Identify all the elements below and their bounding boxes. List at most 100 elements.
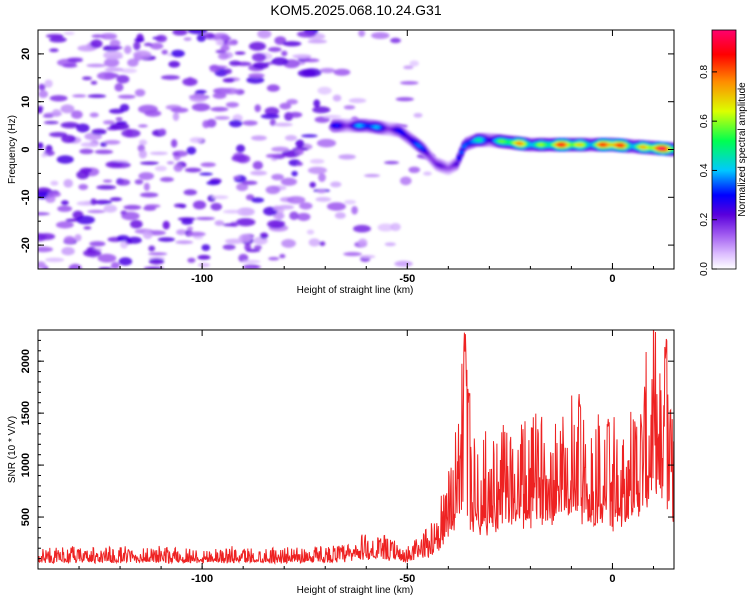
noise-blob	[264, 106, 280, 116]
noise-blob	[308, 238, 321, 247]
noise-blob	[222, 223, 238, 227]
noise-blob	[400, 176, 412, 186]
noise-blob	[196, 34, 206, 42]
noise-blob	[38, 246, 54, 253]
noise-blob	[125, 128, 133, 138]
noise-blob	[214, 116, 230, 120]
noise-blob	[215, 39, 224, 46]
noise-blob	[309, 181, 316, 188]
noise-blob	[277, 204, 295, 210]
noise-blob	[271, 146, 290, 152]
top-xtick-label: 0	[609, 273, 615, 285]
noise-blob	[281, 50, 288, 57]
noise-blob	[181, 219, 194, 225]
noise-blob	[119, 103, 130, 112]
bottom-xtick-label: -50	[399, 573, 415, 585]
noise-blob	[333, 68, 351, 76]
colorbar-label: Normalized spectral amplitude	[737, 82, 748, 217]
noise-blob	[395, 97, 414, 102]
noise-blob	[234, 51, 246, 55]
noise-blob	[121, 211, 140, 221]
noise-blob	[344, 199, 356, 205]
noise-blob	[78, 183, 89, 191]
noise-blob	[170, 49, 185, 58]
noise-blob	[86, 63, 106, 68]
noise-blob	[291, 170, 298, 177]
noise-blob	[377, 223, 394, 232]
noise-blob	[384, 161, 400, 165]
noise-blob	[80, 142, 99, 148]
top-xtick-label: -100	[191, 273, 213, 285]
noise-blob	[195, 89, 207, 94]
noise-blob	[224, 68, 232, 75]
noise-blob	[343, 251, 362, 257]
noise-blob	[250, 170, 268, 176]
noise-blob	[102, 120, 115, 125]
noise-blob	[110, 261, 120, 269]
noise-blob	[187, 257, 196, 263]
noise-blob	[154, 165, 167, 172]
ridge-segment	[419, 146, 426, 150]
noise-blob	[79, 167, 93, 174]
bottom-plot-frame	[37, 329, 675, 570]
noise-blob	[173, 203, 186, 208]
noise-blob	[183, 37, 192, 41]
bottom-ylabel: SNR (10 * V/V)	[7, 416, 18, 483]
noise-blob	[309, 158, 325, 164]
noise-blob	[265, 185, 281, 195]
noise-blob	[236, 207, 255, 217]
noise-blob	[423, 171, 432, 176]
noise-blob	[296, 30, 316, 38]
noise-blob	[312, 106, 331, 114]
noise-blob	[225, 238, 244, 245]
noise-blob	[282, 41, 302, 47]
noise-blob	[130, 219, 143, 229]
noise-blob	[220, 45, 230, 52]
noise-blob	[319, 67, 336, 74]
noise-blob	[138, 124, 148, 128]
noise-blob	[62, 63, 78, 68]
noise-blob	[83, 226, 92, 230]
noise-blob	[322, 115, 342, 119]
noise-blob	[138, 139, 148, 146]
noise-blob	[409, 60, 420, 67]
noise-blob	[47, 191, 61, 198]
noise-blob	[286, 99, 298, 105]
noise-blob	[170, 139, 178, 148]
noise-blob	[212, 33, 230, 41]
noise-blob	[65, 218, 79, 222]
noise-blob	[94, 199, 113, 205]
noise-blob	[254, 104, 261, 113]
noise-blob	[140, 161, 159, 165]
noise-blob	[49, 131, 68, 138]
noise-blob	[265, 153, 279, 159]
noise-blob	[286, 196, 306, 204]
noise-blob	[358, 30, 366, 37]
noise-blob	[142, 230, 153, 240]
noise-blob	[38, 212, 50, 216]
noise-blob	[212, 92, 227, 99]
noise-blob	[115, 117, 123, 121]
noise-blob	[51, 109, 62, 117]
noise-blob	[202, 120, 210, 129]
noise-blob	[201, 244, 211, 251]
noise-blob	[330, 181, 342, 188]
ridge-segment	[421, 148, 428, 152]
noise-blob	[38, 105, 44, 111]
noise-blob	[220, 87, 240, 95]
noise-blob	[228, 119, 243, 128]
noise-blob	[348, 98, 367, 104]
noise-blob	[105, 161, 122, 168]
noise-blob	[274, 36, 287, 45]
noise-blob	[313, 99, 321, 108]
noise-blob	[252, 62, 270, 69]
noise-blob	[210, 106, 229, 112]
noise-blob	[403, 65, 414, 70]
noise-blob	[235, 144, 246, 153]
noise-blob	[175, 229, 187, 236]
noise-blob	[99, 33, 118, 40]
bottom-xtick-label: -100	[191, 573, 213, 585]
noise-blob	[235, 61, 252, 66]
colorbar-tick-label: 0.4	[699, 163, 710, 177]
